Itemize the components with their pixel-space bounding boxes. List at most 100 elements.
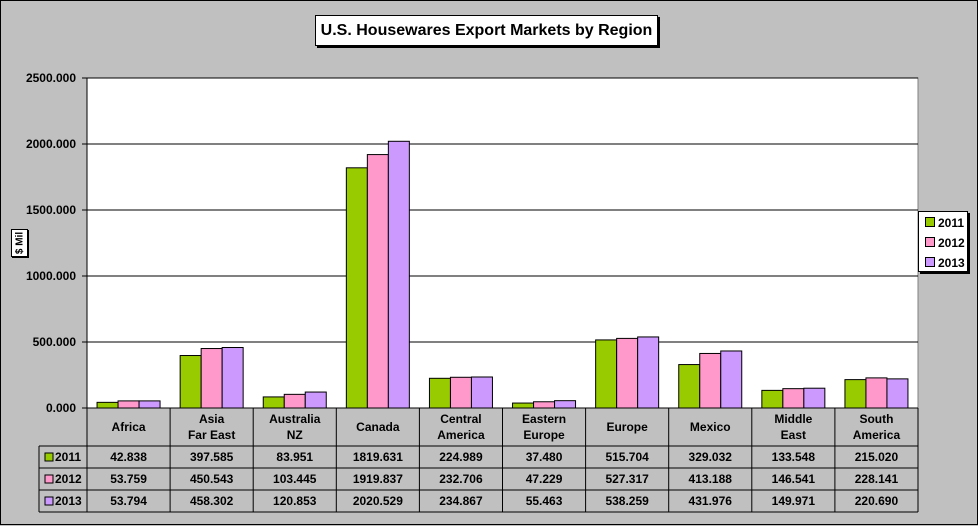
- table-cell-value: 53.794: [110, 494, 147, 508]
- bar-2013: [221, 347, 244, 409]
- table-cell-value: 431.976: [689, 494, 733, 508]
- table-series-name: 2012: [55, 472, 82, 486]
- y-tick-label: 0.000: [46, 401, 76, 415]
- legend-item-2: 2013: [925, 256, 965, 270]
- bar-2011: [179, 355, 202, 409]
- legend-swatch-1: [925, 237, 935, 247]
- bar-2013: [554, 400, 577, 409]
- table-cell-value: 458.302: [190, 494, 234, 508]
- legend: 2011 2012 2013: [918, 211, 968, 272]
- table-cell-value: 228.141: [855, 472, 899, 486]
- category-label: America: [437, 428, 485, 442]
- legend-swatch-0: [925, 217, 935, 227]
- table-cell-value: 149.971: [772, 494, 816, 508]
- category-label: America: [853, 428, 901, 442]
- category-label: Middle: [774, 412, 812, 426]
- y-tick-label: 1500.000: [26, 203, 76, 217]
- category-label: Europe: [523, 428, 565, 442]
- bar-2011: [96, 401, 119, 409]
- table-cell-value: 515.704: [605, 450, 649, 464]
- bar-2012: [449, 376, 472, 409]
- table-cell-value: 220.690: [855, 494, 899, 508]
- bar-2012: [782, 388, 805, 409]
- bar-2011: [761, 389, 784, 409]
- bar-2012: [200, 348, 223, 409]
- bar-2013: [304, 391, 327, 409]
- category-label: Africa: [112, 420, 146, 434]
- bar-2012: [283, 393, 306, 409]
- bar-2013: [470, 376, 493, 409]
- table-series-name: 2013: [55, 494, 82, 508]
- category-label: Europe: [606, 420, 648, 434]
- table-cell-value: 1819.631: [353, 450, 403, 464]
- category-label: East: [781, 428, 806, 442]
- bar-2011: [262, 396, 285, 409]
- table-cell-value: 232.706: [439, 472, 483, 486]
- table-cell-value: 120.853: [273, 494, 317, 508]
- table-cell-value: 234.867: [439, 494, 483, 508]
- category-label: Asia: [199, 412, 225, 426]
- table-legend-key: [44, 474, 54, 484]
- bar-2013: [387, 140, 410, 409]
- bar-2012: [533, 401, 556, 409]
- category-label: Central: [440, 412, 481, 426]
- table-cell-value: 55.463: [526, 494, 563, 508]
- bar-2011: [345, 167, 368, 409]
- table-cell-value: 413.188: [689, 472, 733, 486]
- table-series-name: 2011: [55, 450, 81, 464]
- bar-2012: [699, 352, 722, 409]
- y-axis-label: $ Mil: [11, 229, 28, 257]
- table-cell-value: 397.585: [190, 450, 234, 464]
- y-axis-label-text: $ Mil: [14, 231, 25, 255]
- y-tick-label: 2500.000: [26, 71, 76, 85]
- table-cell-value: 146.541: [772, 472, 816, 486]
- table-cell-value: 133.548: [772, 450, 816, 464]
- table-legend-key: [44, 496, 54, 506]
- legend-label-1: 2012: [938, 236, 965, 250]
- table-legend-key: [44, 452, 54, 462]
- bar-2011: [844, 379, 867, 409]
- category-label: Far East: [188, 428, 235, 442]
- legend-item-1: 2012: [925, 236, 965, 250]
- category-label: Australia: [269, 412, 321, 426]
- table-cell-value: 47.229: [526, 472, 563, 486]
- bar-2011: [512, 402, 535, 409]
- bar-2011: [678, 364, 701, 409]
- chart-title: U.S. Housewares Export Markets by Region: [315, 15, 658, 46]
- table-cell-value: 53.759: [110, 472, 147, 486]
- legend-item-0: 2011: [925, 216, 964, 230]
- chart-title-text: U.S. Housewares Export Markets by Region: [320, 22, 653, 39]
- table-cell-value: 2020.529: [353, 494, 403, 508]
- bar-2013: [886, 378, 909, 409]
- y-tick-label: 500.000: [33, 335, 77, 349]
- bar-2013: [720, 350, 743, 409]
- bar-2012: [865, 377, 888, 409]
- category-label: Canada: [356, 420, 400, 434]
- table-cell-value: 103.445: [273, 472, 317, 486]
- bar-2012: [616, 337, 639, 409]
- table-cell-value: 329.032: [689, 450, 733, 464]
- table-cell-value: 83.951: [276, 450, 313, 464]
- table-cell-value: 538.259: [605, 494, 649, 508]
- bar-2012: [366, 154, 389, 409]
- category-label: Mexico: [690, 420, 731, 434]
- bar-2013: [803, 387, 826, 409]
- table-cell-value: 1919.837: [353, 472, 403, 486]
- table-cell-value: 224.989: [439, 450, 483, 464]
- category-label: Eastern: [522, 412, 566, 426]
- table-cell-value: 215.020: [855, 450, 899, 464]
- table-cell-value: 450.543: [190, 472, 234, 486]
- category-label: South: [859, 412, 893, 426]
- legend-label-0: 2011: [938, 216, 965, 230]
- bar-2011: [595, 339, 618, 409]
- bar-2011: [428, 377, 451, 409]
- table-cell-value: 42.838: [110, 450, 147, 464]
- category-label: NZ: [287, 428, 303, 442]
- bar-2012: [117, 400, 140, 409]
- legend-label-2: 2013: [938, 256, 965, 270]
- y-tick-label: 2000.000: [26, 137, 76, 151]
- bar-2013: [637, 336, 660, 409]
- legend-swatch-2: [925, 257, 935, 267]
